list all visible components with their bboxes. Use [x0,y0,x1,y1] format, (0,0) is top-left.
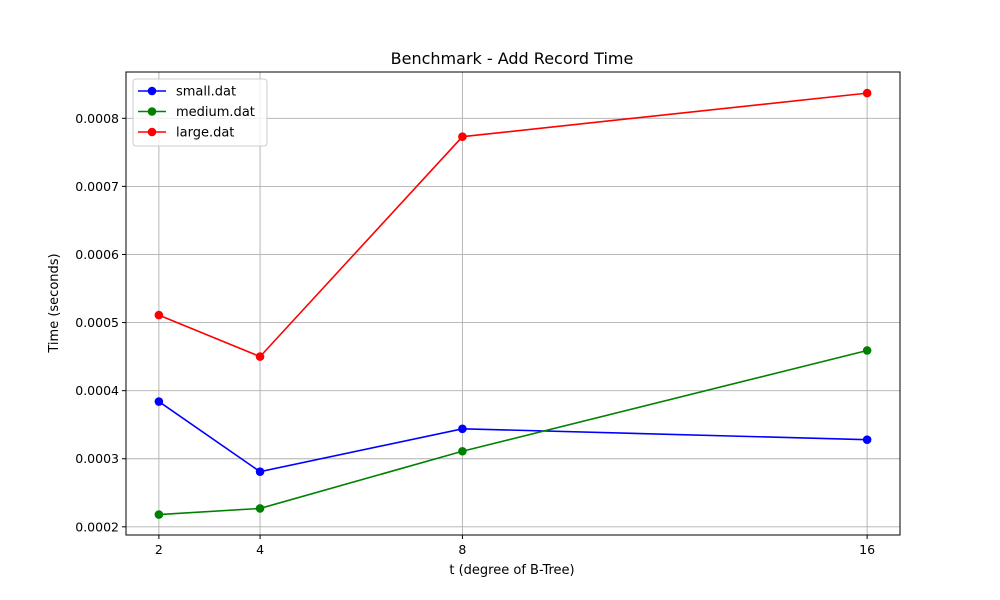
series-line [158,400,868,473]
x-axis-label: t (degree of B-Tree) [449,563,574,578]
chart-title: Benchmark - Add Record Time [391,49,634,68]
y-tick-label: 0.0007 [75,179,119,194]
series-line [158,92,868,358]
data-point [458,446,467,456]
y-tick-label: 0.0002 [75,519,119,534]
data-point [154,310,164,320]
data-point [255,352,265,361]
x-tick-label: 4 [256,542,264,557]
y-axis-label: Time (seconds) [47,253,62,353]
series-large-dat [154,88,872,361]
legend: small.dat medium.dat large.dat [132,78,268,147]
data-point [154,397,164,406]
x-tick-label: 8 [458,542,466,557]
x-tick-label: 2 [155,542,163,557]
legend-box [132,78,268,147]
data-point [255,504,265,513]
legend-marker [147,107,157,116]
y-tick-label: 0.0005 [75,315,119,330]
legend-label: large.dat [176,126,234,141]
series-small-dat [154,397,872,476]
legend-marker [147,86,157,96]
y-tick-label: 0.0008 [75,111,119,126]
y-tick-label: 0.0003 [75,451,119,466]
data-point [154,510,164,519]
series-line [158,349,868,516]
legend-entry: small.dat [138,85,236,100]
data-point [458,424,467,434]
legend-entry: medium.dat [138,105,255,120]
legend-label: medium.dat [176,105,255,120]
plot-frame [125,71,901,536]
data-point [862,88,872,98]
data-point [458,132,467,141]
x-tick-label: 16 [859,542,875,557]
legend-marker [147,127,157,137]
legend-entry: large.dat [138,126,234,141]
tick-layer: 2 4 8 16 0.0002 0.0003 0.0004 0.0005 0.0006 0.000… [75,111,875,557]
y-tick-label: 0.0006 [75,247,119,262]
data-point [862,346,872,355]
data-point [862,435,872,444]
data-point [255,467,265,476]
y-tick-label: 0.0004 [75,383,119,398]
legend-label: small.dat [176,85,236,100]
series-medium-dat [154,346,872,519]
series-layer [154,88,872,519]
